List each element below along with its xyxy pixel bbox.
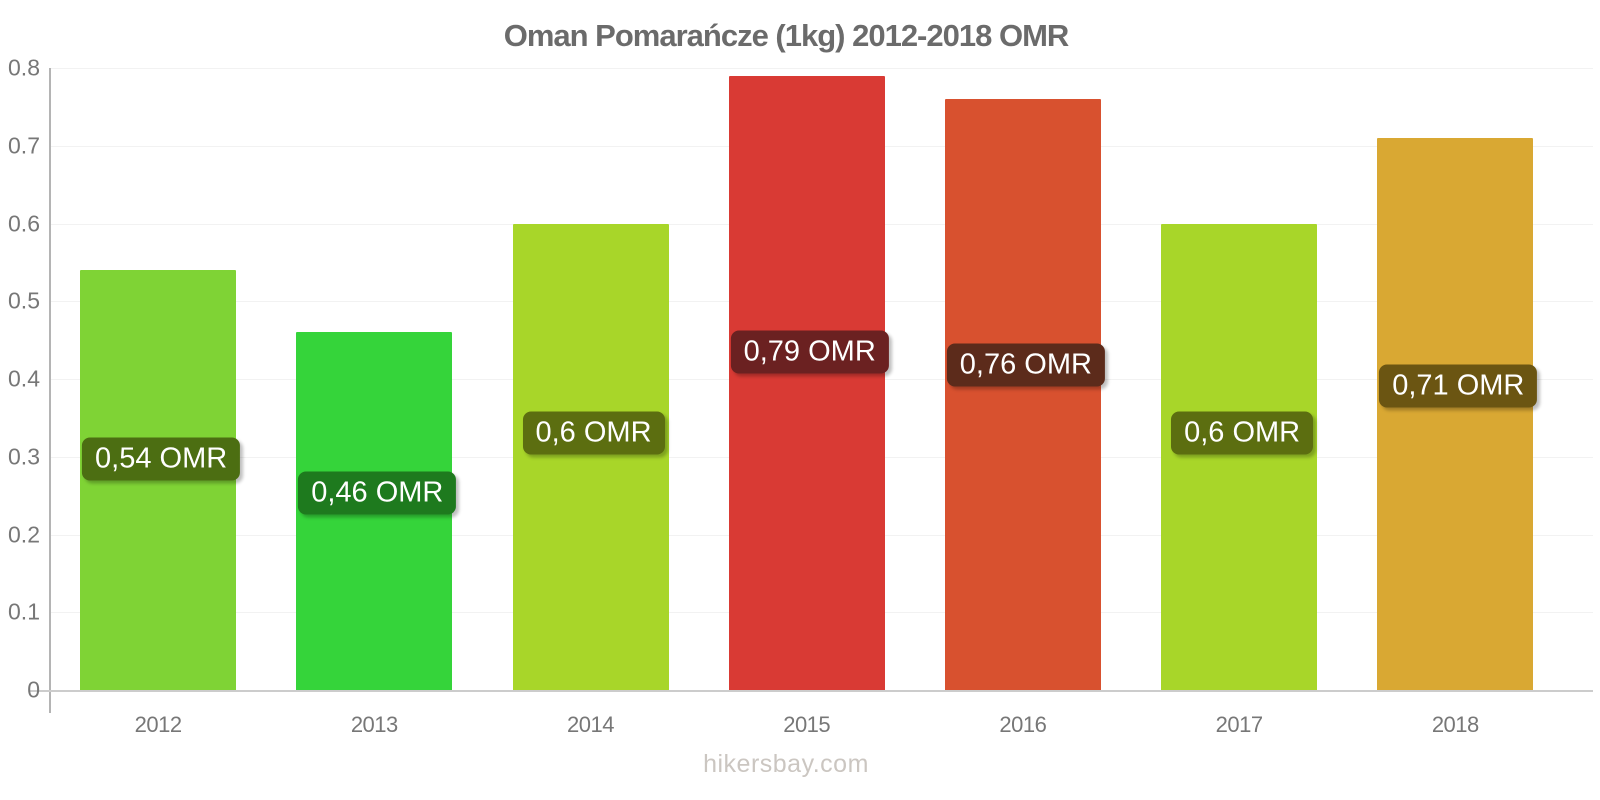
bar-2014[interactable] <box>512 223 669 690</box>
x-tick-label-2013: 2013 <box>350 712 398 737</box>
y-tick-label: 0.4 <box>8 365 40 392</box>
y-tick-label: 0.5 <box>8 287 40 314</box>
x-tick-label-2015: 2015 <box>783 712 831 737</box>
bar-value-label-2017: 0,6 OMR <box>1171 411 1314 455</box>
y-tick-label: 0.8 <box>8 54 40 81</box>
bar-value-label-2016: 0,76 OMR <box>946 343 1105 387</box>
y-tick-label: 0.1 <box>8 598 40 625</box>
x-tick-label-2018: 2018 <box>1431 712 1479 737</box>
x-tick-label-2012: 2012 <box>134 712 182 737</box>
bar-value-label-2013: 0,46 OMR <box>298 471 457 515</box>
chart-title: Oman Pomarańcze (1kg) 2012-2018 OMR <box>503 18 1070 53</box>
x-axis-line <box>30 690 1593 692</box>
bar-2017[interactable] <box>1161 223 1318 690</box>
bar-value-label-2018: 0,71 OMR <box>1379 364 1538 408</box>
y-tick-label: 0 <box>27 676 40 703</box>
bar-value-label-2015: 0,79 OMR <box>730 330 889 374</box>
bar-2015[interactable] <box>728 75 885 690</box>
bar-2018[interactable] <box>1377 137 1534 690</box>
x-tick-label-2016: 2016 <box>999 712 1047 737</box>
y-tick-label: 0.7 <box>8 132 40 159</box>
bar-value-label-2012: 0,54 OMR <box>82 437 241 481</box>
bar-value-label-2014: 0,6 OMR <box>522 411 665 455</box>
y-axis-line <box>49 68 51 713</box>
x-tick-label-2017: 2017 <box>1215 712 1263 737</box>
watermark: hikersbay.com <box>703 750 869 778</box>
y-tick-label: 0.3 <box>8 443 40 470</box>
gridline <box>50 68 1593 69</box>
y-tick-label: 0.6 <box>8 210 40 236</box>
y-tick-label: 0.2 <box>8 521 40 547</box>
bar-2016[interactable] <box>944 99 1101 690</box>
x-tick-label-2014: 2014 <box>567 712 614 737</box>
